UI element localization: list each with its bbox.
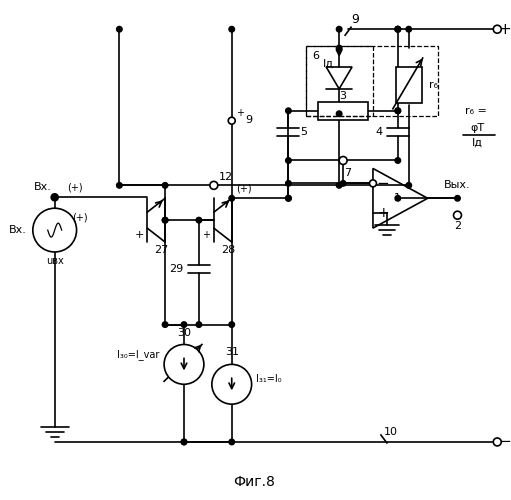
- Circle shape: [117, 26, 122, 32]
- Text: r₆ =: r₆ =: [466, 106, 487, 116]
- Circle shape: [340, 180, 346, 186]
- Text: 12: 12: [219, 172, 233, 182]
- Circle shape: [339, 156, 347, 164]
- Text: 10: 10: [384, 427, 398, 437]
- Circle shape: [162, 218, 168, 223]
- Text: −: −: [377, 176, 389, 191]
- Text: (+): (+): [67, 182, 82, 192]
- Text: 29: 29: [169, 264, 183, 274]
- Circle shape: [117, 182, 122, 188]
- Circle shape: [336, 46, 342, 51]
- Text: +: +: [236, 108, 244, 118]
- Circle shape: [286, 108, 291, 114]
- Circle shape: [454, 211, 461, 219]
- Circle shape: [162, 218, 168, 223]
- Circle shape: [181, 439, 187, 444]
- Circle shape: [395, 26, 401, 32]
- Circle shape: [196, 218, 202, 223]
- Circle shape: [181, 439, 187, 444]
- Circle shape: [286, 196, 291, 201]
- Text: I₃₀=I_var: I₃₀=I_var: [117, 349, 159, 360]
- Text: 4: 4: [376, 126, 383, 136]
- Text: uвх: uвх: [46, 256, 63, 266]
- Text: Вх.: Вх.: [34, 182, 52, 192]
- Text: 31: 31: [225, 348, 239, 358]
- Circle shape: [181, 322, 187, 328]
- Circle shape: [286, 158, 291, 164]
- Circle shape: [51, 194, 58, 201]
- Circle shape: [336, 26, 342, 32]
- Circle shape: [336, 111, 342, 116]
- Circle shape: [406, 26, 411, 32]
- Circle shape: [336, 182, 342, 188]
- Text: +: +: [202, 230, 210, 240]
- Text: Вых.: Вых.: [444, 180, 471, 190]
- Text: 3: 3: [340, 91, 346, 101]
- Circle shape: [52, 194, 57, 200]
- Circle shape: [406, 182, 411, 188]
- Circle shape: [493, 438, 501, 446]
- Circle shape: [395, 196, 401, 201]
- Circle shape: [164, 344, 204, 385]
- Circle shape: [229, 322, 235, 328]
- Text: +: +: [134, 230, 144, 240]
- Bar: [306, 46, 437, 116]
- Circle shape: [369, 180, 377, 187]
- Text: −: −: [499, 434, 511, 450]
- Circle shape: [210, 182, 218, 190]
- Bar: [306, 46, 373, 116]
- Circle shape: [229, 196, 235, 201]
- Bar: [396, 67, 422, 103]
- Circle shape: [395, 108, 401, 114]
- Text: I₃₁=I₀: I₃₁=I₀: [256, 374, 281, 384]
- Circle shape: [395, 158, 401, 164]
- Text: 28: 28: [221, 245, 235, 255]
- Circle shape: [229, 26, 235, 32]
- Text: 5: 5: [300, 126, 307, 136]
- Circle shape: [33, 208, 77, 252]
- Circle shape: [286, 180, 291, 186]
- Circle shape: [196, 322, 202, 328]
- Text: 6: 6: [312, 51, 319, 61]
- Text: (+): (+): [72, 212, 87, 222]
- Circle shape: [395, 26, 401, 32]
- Text: 1: 1: [394, 194, 401, 203]
- Text: 2: 2: [454, 221, 461, 231]
- Bar: [318, 102, 368, 120]
- Circle shape: [229, 439, 235, 444]
- Circle shape: [228, 117, 235, 124]
- Text: 27: 27: [154, 245, 168, 255]
- Circle shape: [493, 25, 501, 33]
- Text: 9: 9: [246, 114, 253, 124]
- Text: Iд: Iд: [472, 138, 483, 147]
- Circle shape: [162, 322, 168, 328]
- Text: 9: 9: [351, 13, 359, 26]
- Text: r₆: r₆: [429, 80, 437, 90]
- Circle shape: [286, 196, 291, 201]
- Circle shape: [162, 182, 168, 188]
- Circle shape: [455, 196, 460, 201]
- Text: Iд: Iд: [323, 59, 334, 69]
- Text: +: +: [499, 22, 511, 36]
- Circle shape: [395, 26, 401, 32]
- Circle shape: [212, 364, 251, 404]
- Text: φТ: φТ: [470, 122, 484, 132]
- Text: Вх.: Вх.: [9, 225, 27, 235]
- Text: (+): (+): [236, 184, 251, 194]
- Text: +: +: [377, 206, 389, 220]
- Text: Фиг.8: Фиг.8: [233, 474, 274, 488]
- Text: 30: 30: [177, 328, 191, 338]
- Circle shape: [395, 108, 401, 114]
- Text: 7: 7: [344, 168, 352, 178]
